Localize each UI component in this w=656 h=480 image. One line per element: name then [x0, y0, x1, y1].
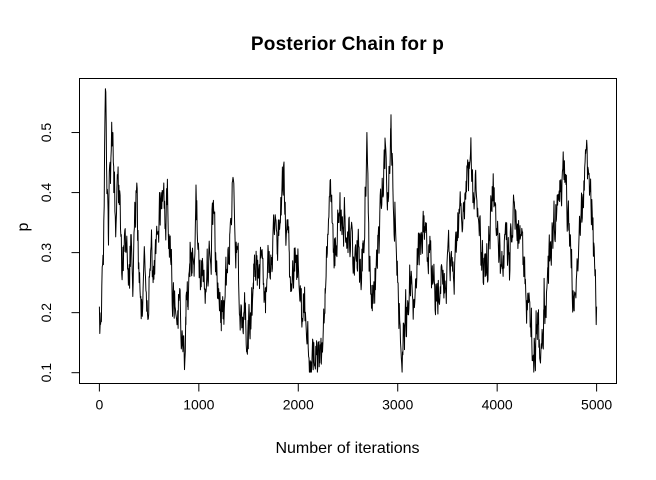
x-tick-label: 0	[95, 397, 103, 413]
chart-title: Posterior Chain for p	[250, 34, 445, 55]
y-tick-label: 0.4	[38, 183, 54, 203]
plot-box	[79, 78, 617, 384]
y-tick-label: 0.5	[38, 123, 54, 143]
x-tick-label: 5000	[581, 397, 612, 413]
y-tick-label: 0.3	[38, 243, 54, 263]
trace-line	[98, 88, 598, 373]
x-tick-label: 1000	[183, 397, 214, 413]
x-axis-label: Number of iterations	[275, 440, 420, 457]
x-tick-label: 4000	[482, 397, 513, 413]
y-axis-label: p	[15, 222, 32, 232]
y-tick-label: 0.1	[38, 363, 54, 383]
x-tick-label: 3000	[382, 397, 413, 413]
x-tick-label: 2000	[283, 397, 314, 413]
y-tick-label: 0.2	[38, 303, 54, 323]
